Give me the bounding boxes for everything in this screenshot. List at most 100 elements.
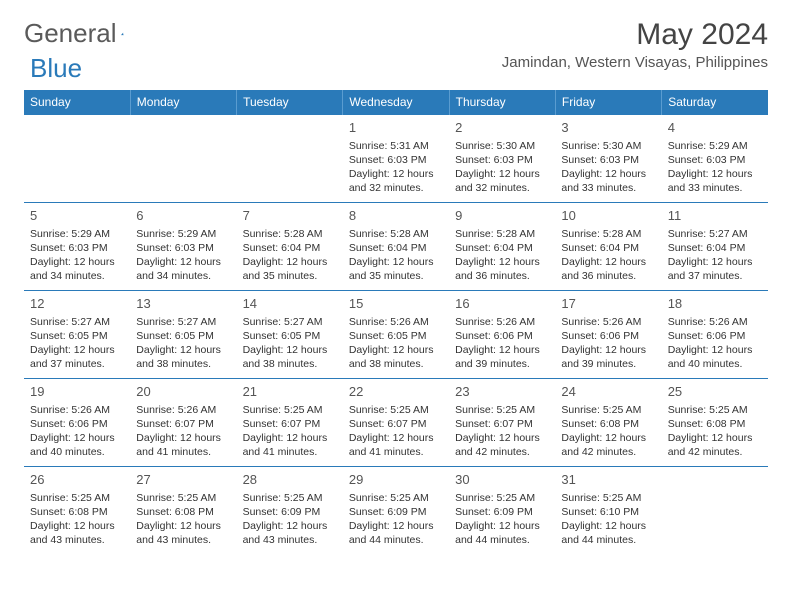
day-number: 18 — [668, 295, 762, 313]
sunset-line: Sunset: 6:04 PM — [243, 241, 337, 255]
sunrise-line: Sunrise: 5:29 AM — [668, 139, 762, 153]
sunset-line: Sunset: 6:07 PM — [455, 417, 549, 431]
daylight-line: Daylight: 12 hours and 37 minutes. — [668, 255, 762, 283]
day-cell: 13 Sunrise: 5:27 AMSunset: 6:05 PMDayligh… — [130, 291, 236, 379]
location-text: Jamindan, Western Visayas, Philippines — [502, 54, 768, 71]
day-cell: 2Sunrise: 5:30 AMSunset: 6:03 PMDaylight… — [449, 115, 555, 203]
day-cell: 17 Sunrise: 5:26 AMSunset: 6:06 PMDayligh… — [555, 291, 661, 379]
sunrise-line: Sunrise: 5:27 AM — [243, 315, 337, 329]
day-number: 1 — [349, 119, 443, 137]
sunrise-line: Sunrise: 5:31 AM — [349, 139, 443, 153]
sunrise-line: Sunrise: 5:30 AM — [561, 139, 655, 153]
day-cell: 10Sunrise: 5:28 AMSunset: 6:04 PMDayligh… — [555, 203, 661, 291]
sunrise-line: Sunrise: 5:28 AM — [561, 227, 655, 241]
day-number: 28 — [243, 471, 337, 489]
day-cell: 20Sunrise: 5:26 AMSunset: 6:07 PMDayligh… — [130, 379, 236, 467]
daylight-line: Daylight: 12 hours and 42 minutes. — [561, 431, 655, 459]
sunset-line: Sunset: 6:05 PM — [136, 329, 230, 343]
day-number: 2 — [455, 119, 549, 137]
sunrise-line: Sunrise: 5:25 AM — [668, 403, 762, 417]
empty-cell — [237, 115, 343, 203]
day-cell: 6Sunrise: 5:29 AMSunset: 6:03 PMDaylight… — [130, 203, 236, 291]
sunset-line: Sunset: 6:04 PM — [349, 241, 443, 255]
sunrise-line: Sunrise: 5:25 AM — [455, 403, 549, 417]
sunrise-line: Sunrise: 5:27 AM — [30, 315, 124, 329]
sunset-line: Sunset: 6:07 PM — [349, 417, 443, 431]
day-number: 15 — [349, 295, 443, 313]
sunrise-line: Sunrise: 5:26 AM — [561, 315, 655, 329]
sunrise-line: Sunrise: 5:25 AM — [455, 491, 549, 505]
day-cell: 18Sunrise: 5:26 AMSunset: 6:06 PMDayligh… — [662, 291, 768, 379]
logo-text-1: General — [24, 18, 117, 49]
sunrise-line: Sunrise: 5:25 AM — [561, 491, 655, 505]
title-block: May 2024 Jamindan, Western Visayas, Phil… — [502, 18, 768, 71]
sunrise-line: Sunrise: 5:29 AM — [136, 227, 230, 241]
day-number: 20 — [136, 383, 230, 401]
logo: General — [24, 18, 145, 49]
daylight-line: Daylight: 12 hours and 40 minutes. — [30, 431, 124, 459]
calendar-table: SundayMondayTuesdayWednesdayThursdayFrid… — [24, 90, 768, 555]
empty-cell — [130, 115, 236, 203]
day-cell: 30Sunrise: 5:25 AMSunset: 6:09 PMDayligh… — [449, 467, 555, 555]
day-cell: 1Sunrise: 5:31 AMSunset: 6:03 PMDaylight… — [343, 115, 449, 203]
sunrise-line: Sunrise: 5:25 AM — [243, 491, 337, 505]
sunset-line: Sunset: 6:08 PM — [561, 417, 655, 431]
daylight-line: Daylight: 12 hours and 40 minutes. — [668, 343, 762, 371]
sunset-line: Sunset: 6:07 PM — [136, 417, 230, 431]
sunset-line: Sunset: 6:09 PM — [349, 505, 443, 519]
daylight-line: Daylight: 12 hours and 35 minutes. — [349, 255, 443, 283]
dayname-row: SundayMondayTuesdayWednesdayThursdayFrid… — [24, 90, 768, 115]
sunset-line: Sunset: 6:03 PM — [30, 241, 124, 255]
daylight-line: Daylight: 12 hours and 41 minutes. — [136, 431, 230, 459]
daylight-line: Daylight: 12 hours and 39 minutes. — [561, 343, 655, 371]
sunset-line: Sunset: 6:06 PM — [455, 329, 549, 343]
day-number: 5 — [30, 207, 124, 225]
sunrise-line: Sunrise: 5:27 AM — [136, 315, 230, 329]
day-cell: 14Sunrise: 5:27 AMSunset: 6:05 PMDayligh… — [237, 291, 343, 379]
daylight-line: Daylight: 12 hours and 36 minutes. — [561, 255, 655, 283]
sunset-line: Sunset: 6:03 PM — [455, 153, 549, 167]
day-number: 13 — [136, 295, 230, 313]
day-number: 25 — [668, 383, 762, 401]
day-number: 16 — [455, 295, 549, 313]
empty-cell — [662, 467, 768, 555]
day-cell: 12Sunrise: 5:27 AMSunset: 6:05 PMDayligh… — [24, 291, 130, 379]
daylight-line: Daylight: 12 hours and 43 minutes. — [243, 519, 337, 547]
day-number: 17 — [561, 295, 655, 313]
week-row: 12Sunrise: 5:27 AMSunset: 6:05 PMDayligh… — [24, 291, 768, 379]
daylight-line: Daylight: 12 hours and 41 minutes. — [349, 431, 443, 459]
sunset-line: Sunset: 6:04 PM — [668, 241, 762, 255]
day-number: 29 — [349, 471, 443, 489]
day-number: 31 — [561, 471, 655, 489]
day-number: 19 — [30, 383, 124, 401]
sunrise-line: Sunrise: 5:25 AM — [30, 491, 124, 505]
sunset-line: Sunset: 6:04 PM — [455, 241, 549, 255]
daylight-line: Daylight: 12 hours and 35 minutes. — [243, 255, 337, 283]
day-cell: 8Sunrise: 5:28 AMSunset: 6:04 PMDaylight… — [343, 203, 449, 291]
daylight-line: Daylight: 12 hours and 44 minutes. — [349, 519, 443, 547]
daylight-line: Daylight: 12 hours and 42 minutes. — [455, 431, 549, 459]
day-cell: 23 Sunrise: 5:25 AMSunset: 6:07 PMDayligh… — [449, 379, 555, 467]
daylight-line: Daylight: 12 hours and 38 minutes. — [136, 343, 230, 371]
daylight-line: Daylight: 12 hours and 34 minutes. — [136, 255, 230, 283]
sunset-line: Sunset: 6:03 PM — [561, 153, 655, 167]
day-number: 6 — [136, 207, 230, 225]
day-number: 4 — [668, 119, 762, 137]
day-cell: 28Sunrise: 5:25 AMSunset: 6:09 PMDayligh… — [237, 467, 343, 555]
sunrise-line: Sunrise: 5:26 AM — [30, 403, 124, 417]
day-cell: 26Sunrise: 5:25 AMSunset: 6:08 PMDayligh… — [24, 467, 130, 555]
week-row: 5 Sunrise: 5:29 AM Sunset: 6:03 PM Daylight… — [24, 203, 768, 291]
day-number: 23 — [455, 383, 549, 401]
sunset-line: Sunset: 6:03 PM — [668, 153, 762, 167]
dayname-thursday: Thursday — [449, 90, 555, 115]
daylight-line: Daylight: 12 hours and 43 minutes. — [30, 519, 124, 547]
week-row: 19Sunrise: 5:26 AMSunset: 6:06 PMDayligh… — [24, 379, 768, 467]
daylight-line: Daylight: 12 hours and 44 minutes. — [561, 519, 655, 547]
sunset-line: Sunset: 6:08 PM — [136, 505, 230, 519]
sunset-line: Sunset: 6:07 PM — [243, 417, 337, 431]
dayname-monday: Monday — [130, 90, 236, 115]
day-number: 26 — [30, 471, 124, 489]
logo-sail-icon — [121, 25, 124, 43]
sunset-line: Sunset: 6:06 PM — [561, 329, 655, 343]
daylight-line: Daylight: 12 hours and 43 minutes. — [136, 519, 230, 547]
